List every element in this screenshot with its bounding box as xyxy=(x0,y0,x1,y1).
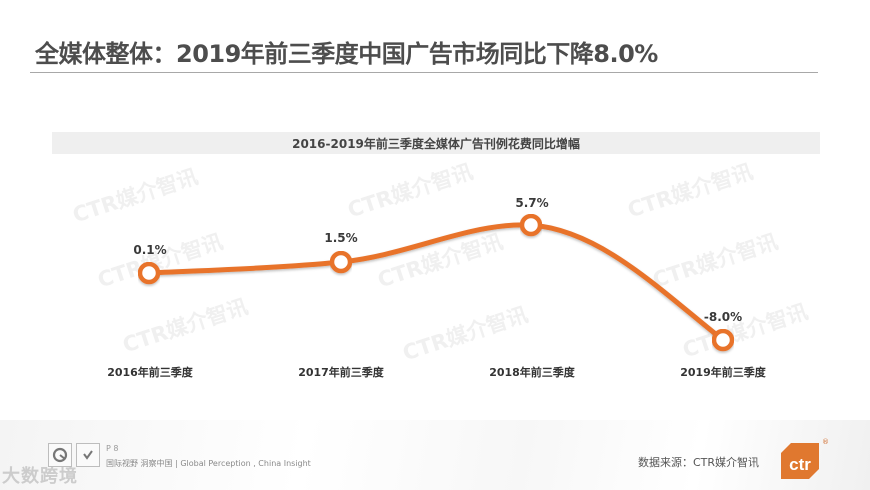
data-line xyxy=(146,222,726,343)
data-label: -8.0% xyxy=(703,310,743,324)
data-label: 1.5% xyxy=(324,231,358,245)
footer-tagline: 国际视野 洞察中国 | Global Perception , China In… xyxy=(106,459,311,468)
x-axis-label: 2019年前三季度 xyxy=(680,366,766,379)
chart-title-bar: 2016-2019年前三季度全媒体广告刊例花费同比增幅 xyxy=(52,132,820,154)
certification-icon xyxy=(48,443,72,467)
data-point-marker[interactable] xyxy=(137,261,161,285)
data-label: 0.1% xyxy=(133,243,167,257)
ctr-logo-icon: ctr xyxy=(781,443,819,479)
certification-logos xyxy=(48,443,100,467)
data-point-marker[interactable] xyxy=(711,328,735,352)
data-point-marker[interactable] xyxy=(329,250,353,274)
page-title: 全媒体整体：2019年前三季度中国广告市场同比下降8.0% xyxy=(35,40,658,68)
checkmark-badge-icon xyxy=(76,443,100,467)
title-divider xyxy=(30,72,818,73)
chart-title: 2016-2019年前三季度全媒体广告刊例花费同比增幅 xyxy=(292,136,580,151)
x-axis-label: 2017年前三季度 xyxy=(298,366,384,379)
data-point-marker[interactable] xyxy=(519,213,543,237)
footer-background xyxy=(0,420,870,490)
overlay-watermark-brand: 大数跨境 xyxy=(2,466,78,487)
data-source: 数据来源：CTR媒介智讯 xyxy=(638,456,760,469)
registered-mark: ® xyxy=(822,438,829,446)
x-axis-label: 2018年前三季度 xyxy=(489,366,575,379)
ctr-logo-text: ctr xyxy=(789,455,811,474)
page-number: P 8 xyxy=(106,444,119,453)
data-label: 5.7% xyxy=(515,196,549,210)
x-axis-label: 2016年前三季度 xyxy=(107,366,193,379)
